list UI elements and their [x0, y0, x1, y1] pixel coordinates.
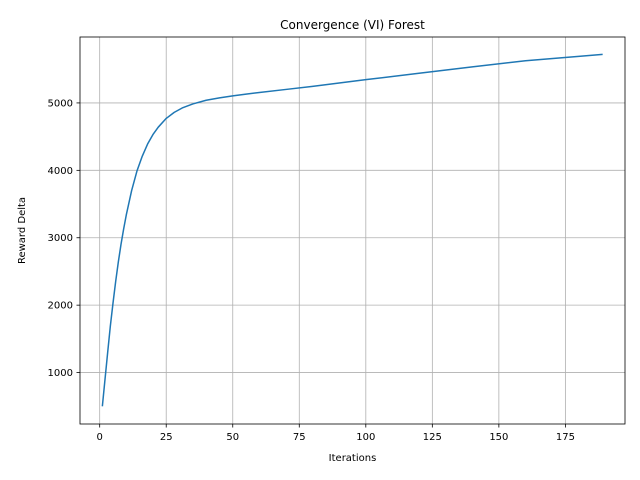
y-tick-label: 4000 — [48, 166, 73, 177]
x-tick-label: 0 — [97, 432, 103, 443]
plot-area-frame — [79, 36, 626, 425]
x-tick-label: 150 — [489, 432, 508, 443]
grid — [80, 37, 625, 424]
y-tick-label: 1000 — [48, 368, 73, 379]
series-layer — [101, 53, 603, 407]
x-tick-label: 75 — [293, 432, 306, 443]
chart-title: Convergence (VI) Forest — [280, 18, 425, 32]
y-tick-label: 5000 — [48, 98, 73, 109]
y-tick-label: 2000 — [48, 301, 73, 312]
x-tick-label: 125 — [423, 432, 442, 443]
x-tick-label: 25 — [160, 432, 173, 443]
x-tick-label: 175 — [556, 432, 575, 443]
x-axis-label: Iterations — [329, 453, 377, 464]
x-tick-label: 50 — [226, 432, 239, 443]
ticks: 0 25 50 75 100 125 150 175 1000 2000 3000 4000 5000 — [48, 98, 575, 443]
y-tick-label: 3000 — [48, 233, 73, 244]
x-tick-label: 100 — [356, 432, 375, 443]
y-axis-label: Reward Delta — [17, 197, 28, 264]
series-line — [101, 53, 603, 407]
